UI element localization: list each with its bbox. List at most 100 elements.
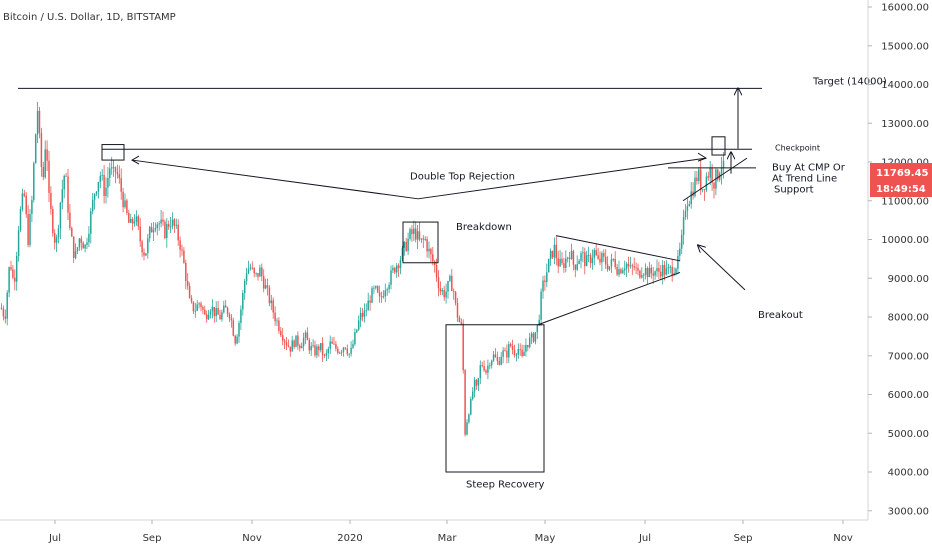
candle-body — [363, 310, 366, 317]
candle — [114, 166, 117, 184]
candle-body — [409, 229, 411, 239]
candle — [515, 352, 518, 362]
candle — [454, 291, 457, 306]
triangle-upper-line[interactable] — [555, 235, 681, 262]
candle — [565, 250, 567, 273]
candle-body — [547, 258, 550, 273]
candle-body — [215, 307, 217, 317]
candle-body — [599, 258, 601, 263]
candle — [492, 350, 495, 362]
candle — [684, 203, 687, 220]
candle — [584, 247, 586, 275]
candle — [496, 351, 499, 366]
candle-body — [103, 175, 105, 197]
candle — [25, 192, 27, 218]
candle — [40, 127, 43, 177]
candle-body — [642, 274, 645, 276]
candle — [597, 248, 599, 260]
candle — [388, 282, 390, 294]
double-top-line-right[interactable] — [417, 157, 707, 200]
candle-body — [188, 285, 191, 298]
candle — [456, 298, 459, 322]
candle-body — [65, 175, 67, 177]
time-axis: Jul Sep Nov 2020 Mar May Jul Sep Nov — [48, 520, 853, 544]
candle-body — [186, 281, 189, 286]
candle-body — [152, 229, 155, 233]
candle — [61, 179, 64, 210]
candle — [129, 213, 132, 224]
candle-body — [158, 223, 160, 225]
candle — [287, 339, 290, 348]
candle — [240, 305, 242, 331]
candle — [97, 181, 100, 199]
candle — [652, 267, 654, 284]
candle-body — [86, 242, 88, 245]
steep-recovery-box[interactable] — [445, 324, 545, 473]
candle — [371, 286, 373, 304]
candle-body — [266, 285, 269, 288]
annotation-label: Breakout — [758, 310, 803, 321]
rising-support-line[interactable] — [682, 157, 748, 202]
candle — [561, 252, 563, 266]
candle-body — [335, 344, 337, 349]
candle-body — [416, 231, 419, 240]
candle-body — [502, 350, 504, 357]
candle — [261, 263, 263, 281]
candle — [86, 237, 88, 249]
double-top-line-left[interactable] — [131, 159, 419, 200]
candle — [158, 221, 160, 231]
candle-body — [713, 182, 715, 189]
candle-body — [196, 304, 198, 311]
candle — [95, 190, 98, 197]
candle — [352, 339, 354, 349]
candle-body — [485, 370, 487, 373]
breakout-arrow[interactable] — [698, 245, 746, 291]
candle — [63, 174, 65, 199]
candle-body — [696, 177, 698, 182]
candle — [517, 343, 520, 359]
candle-body — [428, 248, 430, 252]
candle — [409, 227, 411, 241]
candle-body — [677, 255, 679, 269]
x-tick-label: May — [535, 533, 556, 544]
breakdown-box[interactable] — [402, 221, 439, 264]
candle — [658, 261, 660, 279]
candle — [327, 346, 330, 359]
candle-body — [437, 276, 440, 289]
candle-body — [622, 270, 624, 274]
candle-body — [462, 323, 464, 371]
candle — [101, 169, 103, 181]
candle-body — [23, 193, 26, 196]
candle — [145, 253, 147, 257]
candle-body — [251, 267, 254, 269]
candle — [468, 413, 470, 424]
candle-body — [91, 199, 94, 212]
candle-body — [561, 258, 563, 264]
candle-body — [344, 347, 347, 349]
candle-body — [582, 252, 584, 254]
double-top-box[interactable] — [101, 144, 125, 161]
x-tick-label: Mar — [438, 533, 458, 544]
candle — [19, 206, 22, 233]
candle — [350, 341, 352, 357]
candle — [297, 331, 299, 350]
candle — [213, 306, 216, 323]
candle — [519, 343, 521, 356]
candle-body — [69, 212, 71, 229]
triangle-lower-line[interactable] — [537, 271, 681, 326]
candle-body — [17, 230, 20, 257]
candle — [509, 342, 512, 348]
candle-body — [361, 313, 364, 317]
candle-body — [63, 175, 65, 190]
candle — [399, 256, 402, 275]
candle — [623, 260, 626, 276]
checkpoint-box[interactable] — [711, 136, 726, 156]
candle-body — [494, 354, 497, 358]
candle-body — [238, 322, 240, 337]
candle-body — [255, 273, 257, 274]
candle — [33, 161, 35, 203]
candle — [188, 282, 191, 299]
candle — [593, 247, 596, 266]
candle-body — [580, 253, 582, 261]
